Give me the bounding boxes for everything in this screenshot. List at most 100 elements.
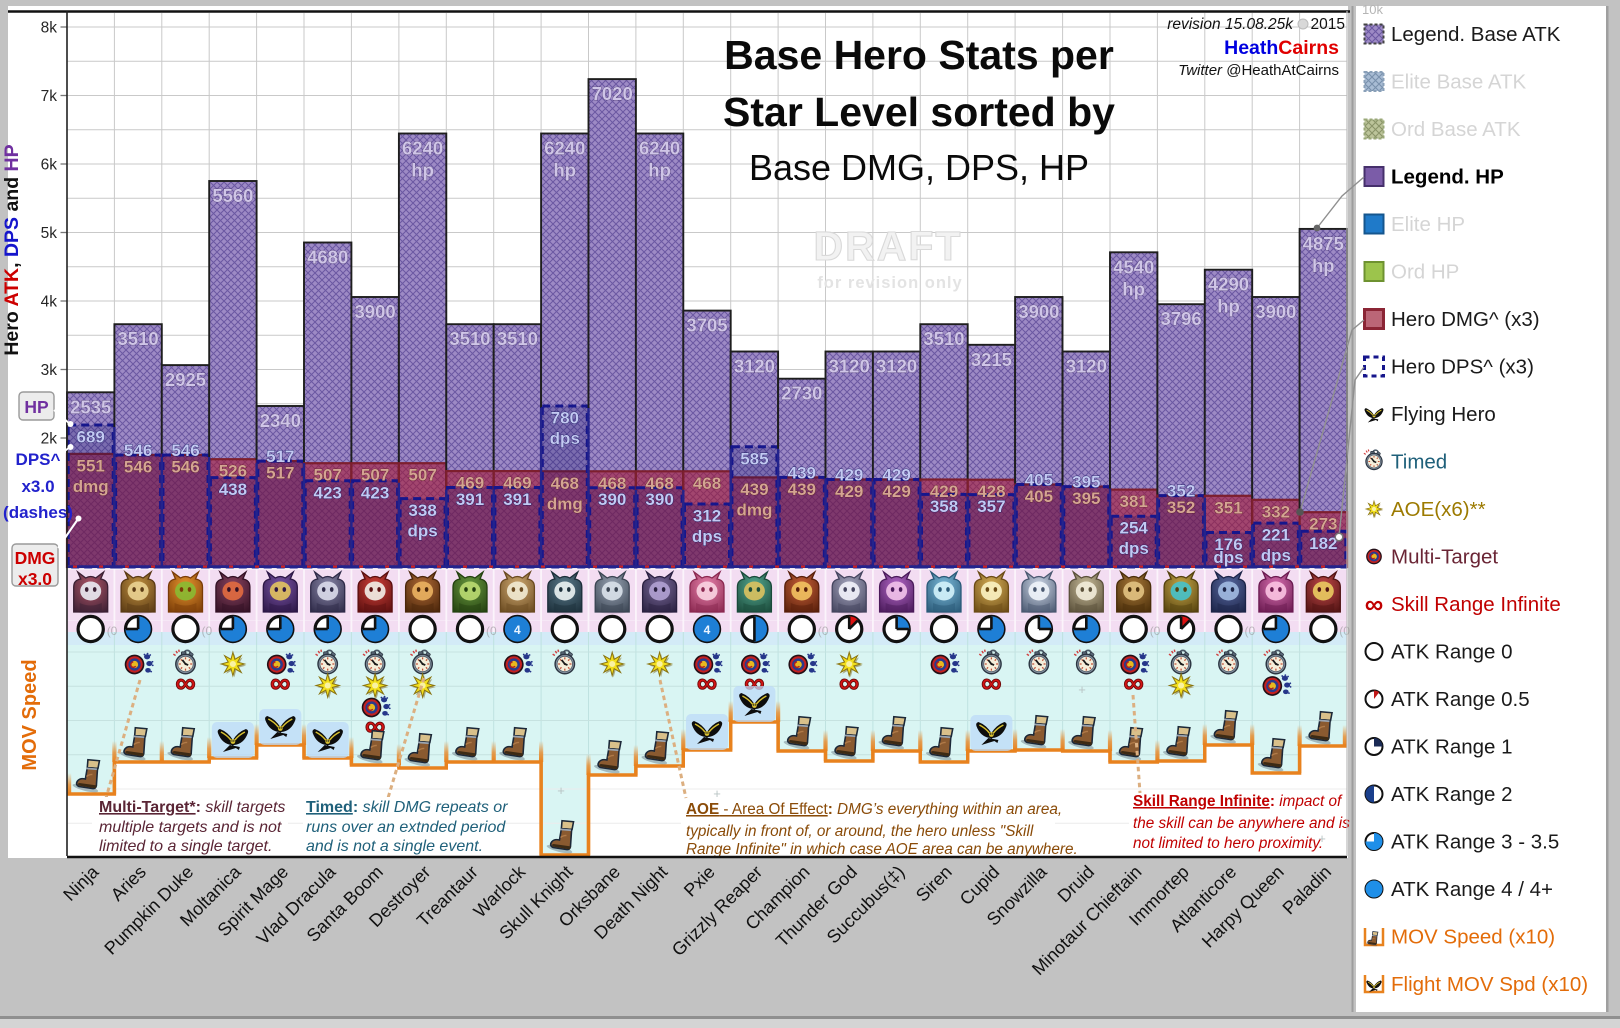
svg-text:439: 439 xyxy=(788,463,816,482)
svg-text:AOE(x6)**: AOE(x6)** xyxy=(1391,498,1486,521)
svg-text:507: 507 xyxy=(408,466,436,485)
svg-text:(0: (0 xyxy=(1245,624,1256,638)
svg-text:(dashes): (dashes) xyxy=(3,503,73,522)
svg-text:3120: 3120 xyxy=(1066,356,1107,377)
svg-text:468: 468 xyxy=(598,474,626,493)
svg-text:390: 390 xyxy=(645,490,673,509)
svg-text:176: 176 xyxy=(1214,535,1242,554)
svg-text:3215: 3215 xyxy=(971,349,1012,370)
svg-text:HP: HP xyxy=(24,397,49,417)
svg-text:2k: 2k xyxy=(41,431,58,448)
svg-text:6240: 6240 xyxy=(639,138,680,159)
svg-text:391: 391 xyxy=(456,490,484,509)
svg-text:4290: 4290 xyxy=(1208,274,1249,295)
svg-text:Hero DMG^ (x3): Hero DMG^ (x3) xyxy=(1391,308,1540,331)
svg-text:8k: 8k xyxy=(41,20,58,37)
svg-text:338: 338 xyxy=(408,501,436,520)
svg-text:dps: dps xyxy=(1119,539,1149,558)
svg-text:2340: 2340 xyxy=(260,410,301,431)
svg-text:391: 391 xyxy=(503,490,531,509)
svg-text:Multi-Target*: skill targets: Multi-Target*: skill targets xyxy=(99,799,285,816)
svg-text:+: + xyxy=(1078,682,1086,697)
svg-text:hp: hp xyxy=(1217,296,1240,317)
svg-text:2730: 2730 xyxy=(781,383,822,404)
svg-text:405: 405 xyxy=(1025,471,1053,490)
svg-text:dmg: dmg xyxy=(736,500,772,519)
svg-text:for revision only: for revision only xyxy=(817,274,962,292)
svg-text:2925: 2925 xyxy=(165,369,206,390)
svg-text:423: 423 xyxy=(361,483,389,502)
svg-text:dps: dps xyxy=(692,527,722,546)
svg-text:ATK Range 3 - 3.5: ATK Range 3 - 3.5 xyxy=(1391,831,1559,854)
svg-text:DPS^: DPS^ xyxy=(16,450,61,469)
svg-text:not limited to hero proximity.: not limited to hero proximity. xyxy=(1133,835,1323,852)
svg-text:Star Level sorted by: Star Level sorted by xyxy=(723,89,1115,135)
svg-text:429: 429 xyxy=(835,466,863,485)
svg-text:3120: 3120 xyxy=(876,356,917,377)
svg-text:390: 390 xyxy=(598,490,626,509)
svg-text:2535: 2535 xyxy=(70,396,111,417)
svg-text:351: 351 xyxy=(1214,498,1242,517)
svg-text:469: 469 xyxy=(456,474,484,493)
svg-text:4: 4 xyxy=(704,623,711,637)
svg-text:multiple targets and is not: multiple targets and is not xyxy=(99,819,282,836)
svg-text:780: 780 xyxy=(551,409,579,428)
svg-text:689: 689 xyxy=(77,428,105,447)
svg-text:dps: dps xyxy=(1213,548,1243,567)
svg-text:428: 428 xyxy=(977,482,1005,501)
svg-text:Skill Range Infinite: impact o: Skill Range Infinite: impact of xyxy=(1133,793,1343,810)
svg-text:3k: 3k xyxy=(41,362,58,379)
svg-text:hp: hp xyxy=(1122,278,1145,299)
svg-text:3900: 3900 xyxy=(1255,301,1296,322)
svg-text:(0: (0 xyxy=(107,624,118,638)
svg-text:Flying Hero: Flying Hero xyxy=(1391,403,1496,426)
svg-text:hp: hp xyxy=(411,160,434,181)
svg-text:332: 332 xyxy=(1262,502,1290,521)
svg-text:517: 517 xyxy=(266,447,294,466)
svg-text:546: 546 xyxy=(124,441,152,460)
svg-text:hp: hp xyxy=(648,160,671,181)
svg-text:7020: 7020 xyxy=(592,83,633,104)
svg-text:x3.0: x3.0 xyxy=(18,569,52,589)
svg-text:6240: 6240 xyxy=(402,138,443,159)
svg-text:MOV Speed (x10): MOV Speed (x10) xyxy=(1391,926,1555,949)
svg-text:6240: 6240 xyxy=(544,138,585,159)
svg-text:507: 507 xyxy=(314,466,342,485)
svg-text:and is not a single event.: and is not a single event. xyxy=(306,838,483,855)
svg-text:Hero DPS^ (x3): Hero DPS^ (x3) xyxy=(1391,356,1534,379)
svg-text:5560: 5560 xyxy=(212,185,253,206)
svg-text:Skill Range Infinite: Skill Range Infinite xyxy=(1391,593,1561,616)
svg-text:dmg: dmg xyxy=(73,477,109,496)
svg-text:3510: 3510 xyxy=(118,328,159,349)
svg-text:limited to a single target.: limited to a single target. xyxy=(99,838,272,855)
svg-text:405: 405 xyxy=(1025,487,1053,506)
svg-text:7k: 7k xyxy=(41,88,58,105)
svg-text:DMG: DMG xyxy=(15,548,56,568)
svg-text:4875: 4875 xyxy=(1303,233,1344,254)
svg-text:273: 273 xyxy=(1309,515,1337,534)
svg-text:hp: hp xyxy=(553,160,576,181)
svg-text:546: 546 xyxy=(124,458,152,477)
svg-text:dmg: dmg xyxy=(547,494,583,513)
svg-text:DRAFT: DRAFT xyxy=(814,223,963,269)
svg-text:3120: 3120 xyxy=(829,356,870,377)
svg-text:358: 358 xyxy=(930,497,958,516)
svg-text:runs over an extnded period: runs over an extnded period xyxy=(306,819,506,836)
svg-text:6k: 6k xyxy=(41,157,58,174)
svg-text:381: 381 xyxy=(1120,492,1148,511)
svg-text:(0: (0 xyxy=(1150,624,1161,638)
svg-text:3900: 3900 xyxy=(355,301,396,322)
svg-text:3796: 3796 xyxy=(1161,308,1202,329)
svg-text:HeathCairns: HeathCairns xyxy=(1224,37,1339,59)
svg-text:395: 395 xyxy=(1072,473,1100,492)
svg-text:221: 221 xyxy=(1262,526,1290,545)
svg-text:Base Hero Stats per: Base Hero Stats per xyxy=(724,32,1114,78)
svg-text:585: 585 xyxy=(740,449,768,468)
svg-text:3900: 3900 xyxy=(1018,301,1059,322)
svg-text:438: 438 xyxy=(219,480,247,499)
svg-text:4k: 4k xyxy=(41,294,58,311)
svg-text:3705: 3705 xyxy=(686,315,727,336)
svg-text:Elite Base ATK: Elite Base ATK xyxy=(1391,71,1527,94)
svg-text:ATK Range 1: ATK Range 1 xyxy=(1391,736,1513,759)
svg-text:352: 352 xyxy=(1167,482,1195,501)
